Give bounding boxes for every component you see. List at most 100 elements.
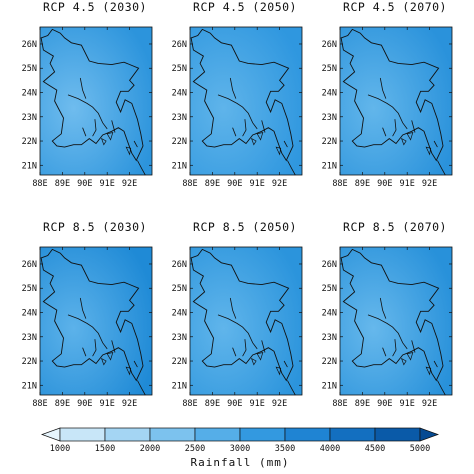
- rainfall-map: 26N 25N 24N 23N 22N 21N 88E 89E 90E 91E 92E: [22, 26, 153, 189]
- lon-label: 92E: [272, 399, 287, 409]
- lon-label: 88E: [32, 179, 47, 189]
- lat-label: 22N: [322, 357, 337, 367]
- lat-label: 23N: [322, 333, 337, 343]
- lon-label: 90E: [227, 179, 242, 189]
- river-line: [232, 127, 237, 137]
- lon-label: 89E: [55, 399, 70, 409]
- river-line: [67, 314, 99, 334]
- lon-label: 91E: [100, 399, 115, 409]
- colorbar-segment: [374, 427, 421, 442]
- lat-label: 24N: [22, 89, 37, 99]
- lat-label: 21N: [322, 381, 337, 391]
- river-line: [79, 297, 87, 319]
- lon-label: 89E: [205, 179, 220, 189]
- lon-label: 90E: [377, 399, 392, 409]
- lat-label: 26N: [172, 40, 187, 50]
- lat-label: 23N: [322, 113, 337, 123]
- river-line: [67, 94, 99, 114]
- river-line: [261, 120, 266, 133]
- river-line: [137, 380, 146, 396]
- colorbar-tick-label: 4500: [365, 444, 385, 454]
- river-line: [411, 120, 416, 133]
- river-line: [411, 340, 416, 353]
- river-line: [92, 119, 97, 137]
- colorbar-tick-label: 2000: [140, 444, 160, 454]
- map-panel: RCP 8.5 (2070) 26N 25N 24N 23N 22N 21N 88E 89E 90…: [320, 220, 470, 417]
- river-line: [437, 160, 446, 176]
- river-line: [229, 77, 237, 99]
- island-outline: [250, 357, 257, 366]
- river-line: [392, 119, 397, 137]
- lon-label: 89E: [205, 399, 220, 409]
- river-line: [242, 339, 247, 357]
- river-line: [283, 140, 288, 148]
- country-outline: [40, 248, 144, 382]
- lon-label: 88E: [32, 399, 47, 409]
- river-line: [247, 332, 258, 350]
- colorbar-min-arrow: [40, 427, 61, 442]
- lon-label: 91E: [400, 179, 415, 189]
- river-line: [433, 140, 438, 148]
- river-line: [283, 360, 288, 368]
- river-line: [367, 94, 399, 114]
- colorbar-tick-label: 4000: [320, 444, 340, 454]
- lat-label: 23N: [172, 333, 187, 343]
- lat-label: 22N: [172, 357, 187, 367]
- colorbar-max-arrow: [419, 427, 440, 442]
- lat-label: 22N: [22, 137, 37, 147]
- rainfall-field: [189, 246, 303, 396]
- lat-label: 23N: [172, 113, 187, 123]
- rainfall-field: [189, 26, 303, 176]
- panel-title: RCP 8.5 (2030): [43, 220, 147, 234]
- island-outline: [406, 132, 414, 141]
- lon-label: 91E: [250, 179, 265, 189]
- river-line: [397, 112, 408, 130]
- island-outline: [256, 352, 264, 361]
- panel-title: RCP 4.5 (2070): [343, 0, 447, 14]
- rainfall-map: 26N 25N 24N 23N 22N 21N 88E 89E 90E 91E 92E: [322, 246, 453, 409]
- river-line: [111, 120, 116, 133]
- colorbar-segment: [239, 427, 286, 442]
- lon-label: 89E: [355, 399, 370, 409]
- rainfall-map: 26N 25N 24N 23N 22N 21N 88E 89E 90E 91E 92E: [172, 26, 303, 189]
- lat-label: 26N: [322, 260, 337, 270]
- lat-label: 21N: [22, 161, 37, 171]
- lat-label: 24N: [172, 309, 187, 319]
- river-line: [133, 360, 138, 368]
- colorbar-segment: [194, 427, 241, 442]
- lat-label: 25N: [172, 284, 187, 294]
- river-line: [379, 297, 387, 319]
- lon-label: 92E: [122, 399, 137, 409]
- river-line: [137, 160, 146, 176]
- lat-label: 24N: [172, 89, 187, 99]
- lat-label: 23N: [22, 113, 37, 123]
- rainfall-map: 26N 25N 24N 23N 22N 21N 88E 89E 90E 91E 92E: [22, 246, 153, 409]
- lon-label: 88E: [182, 399, 197, 409]
- lat-label: 24N: [322, 309, 337, 319]
- river-line: [111, 340, 116, 353]
- country-outline: [190, 248, 294, 382]
- lat-label: 26N: [22, 260, 37, 270]
- lon-label: 92E: [422, 399, 437, 409]
- map-panel: RCP 4.5 (2050) 26N 25N 24N 23N 22N 21N 88E 89E 90…: [170, 0, 320, 197]
- panel-title: RCP 4.5 (2050): [193, 0, 297, 14]
- rainfall-map: 26N 25N 24N 23N 22N 21N 88E 89E 90E 91E 92E: [322, 26, 453, 189]
- panel-title: RCP 8.5 (2070): [343, 220, 447, 234]
- river-line: [232, 347, 237, 357]
- lon-label: 91E: [100, 179, 115, 189]
- river-line: [247, 112, 258, 130]
- island-outline: [250, 137, 257, 146]
- river-line: [379, 77, 387, 99]
- island-outline: [106, 132, 114, 141]
- lon-label: 90E: [77, 179, 92, 189]
- river-line: [229, 297, 237, 319]
- river-line: [287, 380, 296, 396]
- island-outline: [275, 366, 282, 376]
- lon-label: 90E: [377, 179, 392, 189]
- river-line: [217, 94, 249, 114]
- island-outline: [425, 146, 432, 156]
- river-line: [367, 314, 399, 334]
- map-panel: RCP 4.5 (2030) 26N 25N 24N 23N 22N 21N 88E 89E 90…: [20, 0, 170, 197]
- map-panel: RCP 8.5 (2030) 26N 25N 24N 23N 22N 21N 88E 89E 90…: [20, 220, 170, 417]
- lon-label: 92E: [122, 179, 137, 189]
